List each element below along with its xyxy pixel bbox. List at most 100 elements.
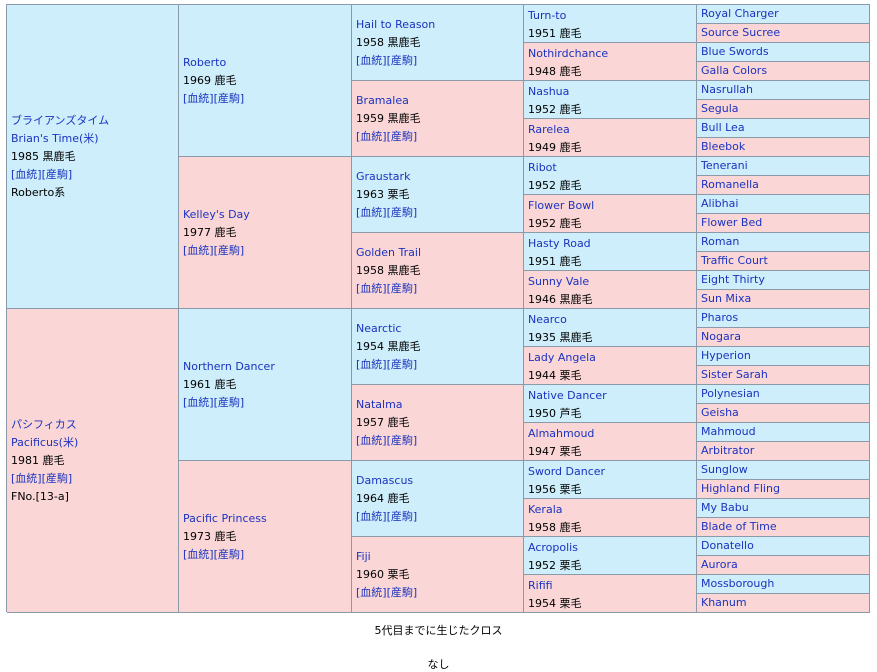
pedigree-link[interactable]: [血統]: [356, 509, 387, 523]
pedigree-cell-gen4: Nearco 1935 黒鹿毛: [524, 309, 697, 347]
horse-english-name-link[interactable]: Brian's Time(米): [11, 131, 99, 145]
horse-name-link[interactable]: Sunny Vale: [528, 275, 590, 288]
foal-link[interactable]: [産駒]: [213, 243, 245, 257]
horse-name-link[interactable]: Native Dancer: [528, 389, 607, 402]
pedigree-link[interactable]: [血統]: [356, 53, 387, 67]
horse-year-coat: 1954 栗毛: [528, 597, 582, 610]
horse-name-link[interactable]: Kerala: [528, 503, 563, 516]
horse-name-link[interactable]: Lady Angela: [528, 351, 596, 364]
pedigree-link[interactable]: [血統]: [11, 167, 42, 181]
horse-name-link[interactable]: Graustark: [356, 169, 411, 183]
horse-english-name-link[interactable]: Pacificus(米): [11, 435, 79, 449]
horse-name-link[interactable]: Polynesian: [701, 387, 760, 400]
horse-name-link[interactable]: Bull Lea: [701, 121, 745, 134]
horse-name-link[interactable]: Eight Thirty: [701, 273, 765, 286]
horse-name-link[interactable]: Pharos: [701, 311, 739, 324]
pedigree-link[interactable]: [血統]: [183, 91, 214, 105]
horse-name-link[interactable]: Roberto: [183, 55, 227, 69]
horse-name-link[interactable]: Galla Colors: [701, 64, 768, 77]
pedigree-cell-gen5: Flower Bed: [697, 214, 870, 233]
horse-name-link[interactable]: Nearco: [528, 313, 567, 326]
foal-link[interactable]: [産駒]: [386, 129, 418, 143]
pedigree-cell-gen3: Natalma 1957 鹿毛 [血統][産駒]: [352, 385, 524, 461]
horse-name-link[interactable]: Alibhai: [701, 197, 739, 210]
horse-name-link[interactable]: Highland Fling: [701, 482, 780, 495]
pedigree-cell-gen5: Bleebok: [697, 138, 870, 157]
pedigree-link[interactable]: [血統]: [183, 395, 214, 409]
horse-name-link[interactable]: Aurora: [701, 558, 738, 571]
horse-name-link[interactable]: Nogara: [701, 330, 741, 343]
horse-name-link[interactable]: Sun Mixa: [701, 292, 752, 305]
horse-name-link[interactable]: Donatello: [701, 539, 754, 552]
horse-name-link[interactable]: Hasty Road: [528, 237, 591, 250]
horse-name-link[interactable]: Mossborough: [701, 577, 775, 590]
horse-name-link[interactable]: Natalma: [356, 397, 403, 411]
horse-name-link[interactable]: Golden Trail: [356, 245, 422, 259]
foal-link[interactable]: [産駒]: [386, 281, 418, 295]
pedigree-link[interactable]: [血統]: [183, 547, 214, 561]
pedigree-link[interactable]: [血統]: [356, 205, 387, 219]
horse-name-link[interactable]: パシフィカス: [11, 417, 77, 431]
horse-name-link[interactable]: Roman: [701, 235, 740, 248]
horse-name-link[interactable]: Blue Swords: [701, 45, 769, 58]
horse-name-link[interactable]: Sister Sarah: [701, 368, 768, 381]
horse-name-link[interactable]: Geisha: [701, 406, 739, 419]
horse-name-link[interactable]: Nearctic: [356, 321, 402, 335]
horse-name-link[interactable]: Almahmoud: [528, 427, 595, 440]
horse-name-link[interactable]: Rififi: [528, 579, 553, 592]
horse-name-link[interactable]: Sunglow: [701, 463, 748, 476]
horse-name-link[interactable]: Acropolis: [528, 541, 578, 554]
horse-name-link[interactable]: Bramalea: [356, 93, 409, 107]
horse-name-link[interactable]: Nasrullah: [701, 83, 754, 96]
foal-link[interactable]: [産駒]: [386, 509, 418, 523]
foal-link[interactable]: [産駒]: [386, 53, 418, 67]
horse-name-link[interactable]: Pacific Princess: [183, 511, 267, 525]
foal-link[interactable]: [産駒]: [386, 433, 418, 447]
pedigree-link[interactable]: [血統]: [356, 129, 387, 143]
horse-name-link[interactable]: Blade of Time: [701, 520, 777, 533]
horse-name-link[interactable]: Kelley's Day: [183, 207, 250, 221]
pedigree-cell-gen5: Hyperion: [697, 347, 870, 366]
horse-name-link[interactable]: Tenerani: [701, 159, 748, 172]
horse-name-link[interactable]: Royal Charger: [701, 7, 779, 20]
horse-name-link[interactable]: Northern Dancer: [183, 359, 275, 373]
horse-name-link[interactable]: Mahmoud: [701, 425, 756, 438]
horse-name-link[interactable]: Source Sucree: [701, 26, 781, 39]
horse-name-link[interactable]: Romanella: [701, 178, 759, 191]
horse-name-link[interactable]: Flower Bed: [701, 216, 763, 229]
foal-link[interactable]: [産駒]: [386, 585, 418, 599]
horse-name-link[interactable]: Rarelea: [528, 123, 570, 136]
horse-name-link[interactable]: Hyperion: [701, 349, 751, 362]
pedigree-link[interactable]: [血統]: [356, 585, 387, 599]
foal-link[interactable]: [産駒]: [386, 357, 418, 371]
horse-name-link[interactable]: Hail to Reason: [356, 17, 436, 31]
horse-name-link[interactable]: Fiji: [356, 549, 371, 563]
foal-link[interactable]: [産駒]: [213, 91, 245, 105]
horse-line-info: Roberto系: [11, 185, 66, 199]
pedigree-link[interactable]: [血統]: [356, 433, 387, 447]
horse-year-coat: 1958 黒鹿毛: [356, 35, 421, 49]
foal-link[interactable]: [産駒]: [386, 205, 418, 219]
horse-name-link[interactable]: Khanum: [701, 596, 747, 609]
horse-name-link[interactable]: ブライアンズタイム: [11, 113, 110, 127]
horse-name-link[interactable]: Nothirdchance: [528, 47, 609, 60]
horse-name-link[interactable]: Arbitrator: [701, 444, 755, 457]
foal-link[interactable]: [産駒]: [213, 547, 245, 561]
pedigree-link[interactable]: [血統]: [356, 281, 387, 295]
foal-link[interactable]: [産駒]: [41, 167, 73, 181]
pedigree-link[interactable]: [血統]: [183, 243, 214, 257]
horse-name-link[interactable]: Damascus: [356, 473, 414, 487]
horse-name-link[interactable]: Traffic Court: [701, 254, 768, 267]
horse-name-link[interactable]: Turn-to: [528, 9, 567, 22]
horse-name-link[interactable]: Bleebok: [701, 140, 746, 153]
horse-name-link[interactable]: Flower Bowl: [528, 199, 595, 212]
horse-name-link[interactable]: Nashua: [528, 85, 570, 98]
horse-name-link[interactable]: My Babu: [701, 501, 749, 514]
pedigree-link[interactable]: [血統]: [356, 357, 387, 371]
foal-link[interactable]: [産駒]: [213, 395, 245, 409]
foal-link[interactable]: [産駒]: [41, 471, 73, 485]
horse-name-link[interactable]: Sword Dancer: [528, 465, 606, 478]
horse-name-link[interactable]: Ribot: [528, 161, 557, 174]
pedigree-link[interactable]: [血統]: [11, 471, 42, 485]
horse-name-link[interactable]: Segula: [701, 102, 739, 115]
